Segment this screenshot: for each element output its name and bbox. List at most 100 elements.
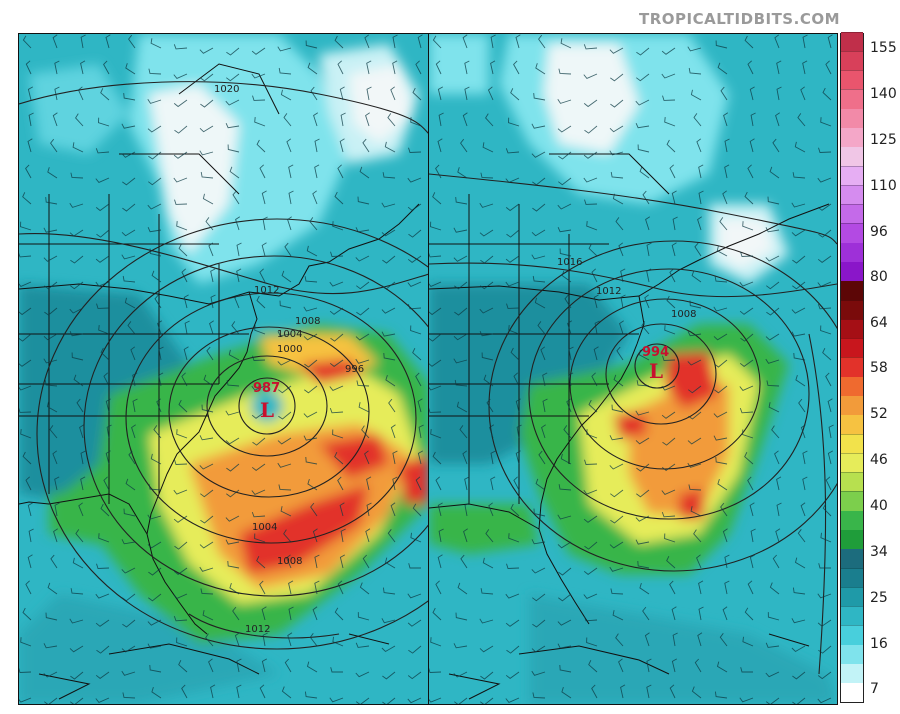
wind-barb	[775, 528, 781, 543]
wind-barb	[561, 686, 572, 699]
isobar-label: 1008	[277, 556, 302, 567]
wind-barb	[199, 47, 214, 54]
wind-barb	[98, 325, 110, 335]
wind-barb	[43, 671, 58, 678]
wind-barb	[79, 424, 85, 439]
wind-barb	[719, 217, 728, 231]
wind-barb	[586, 221, 598, 231]
wind-barb	[417, 398, 423, 413]
wind-barb	[69, 618, 84, 624]
wind-barb	[148, 567, 162, 576]
wind-barb	[278, 484, 292, 491]
wind-barb	[644, 632, 650, 647]
wind-barb	[121, 151, 136, 158]
wind-barb	[407, 177, 422, 183]
wind-barb	[417, 450, 424, 465]
wind-barb	[688, 67, 702, 75]
wind-barb	[381, 229, 396, 237]
wind-barb	[251, 47, 266, 55]
wind-barb	[792, 281, 806, 290]
wind-barb	[662, 355, 676, 361]
wind-barb	[361, 425, 370, 439]
wind-barb	[209, 320, 214, 335]
wind-barb	[364, 450, 370, 465]
wind-barb	[636, 380, 650, 387]
wind-barb	[147, 514, 162, 520]
wind-barb	[288, 606, 294, 621]
wind-barb	[772, 138, 780, 153]
wind-barb	[557, 99, 572, 104]
wind-barb	[698, 190, 704, 205]
wind-barb	[635, 437, 650, 445]
wind-barb	[303, 411, 318, 418]
wind-barb	[306, 661, 318, 673]
wind-barb	[583, 489, 598, 495]
wind-barb	[392, 476, 398, 491]
wind-barb	[278, 411, 292, 420]
wind-barb	[827, 398, 833, 413]
wind-barb	[535, 478, 546, 491]
wind-barb	[661, 73, 676, 79]
wind-barb	[362, 554, 370, 569]
wind-barb	[636, 463, 650, 472]
wind-barb	[750, 528, 756, 543]
wind-barb	[305, 40, 318, 49]
wind-barb	[639, 166, 650, 179]
wind-barb	[740, 251, 754, 257]
wind-barb	[176, 221, 188, 231]
wind-barb	[776, 502, 782, 517]
wind-barb	[515, 450, 521, 465]
colorbar-band	[841, 108, 863, 128]
wind-barb	[202, 193, 214, 205]
wind-barb	[671, 606, 677, 621]
wind-barb	[720, 86, 728, 101]
wind-barb	[558, 151, 572, 160]
wind-barb	[749, 502, 755, 517]
wind-barb	[128, 34, 136, 49]
wind-barb	[105, 34, 111, 49]
wind-barb	[558, 68, 572, 75]
wind-barb	[800, 424, 806, 439]
wind-barb	[749, 138, 755, 153]
wind-barb	[147, 643, 162, 649]
colorbar-tick-label: 40	[870, 498, 888, 514]
wind-barb	[312, 528, 318, 543]
wind-barb	[173, 615, 188, 622]
wind-barb	[464, 86, 470, 101]
wind-barb	[407, 619, 422, 627]
wind-barb	[381, 331, 396, 337]
wind-barb	[479, 645, 494, 653]
wind-barb	[280, 506, 292, 517]
colorbar-band	[841, 184, 863, 205]
wind-barb	[453, 333, 468, 341]
wind-barb	[429, 697, 442, 703]
wind-barb	[664, 325, 676, 335]
wind-barb	[437, 554, 443, 569]
wind-barb	[642, 190, 650, 205]
wind-barb	[390, 86, 396, 101]
wind-barb	[128, 450, 136, 465]
wind-barb	[429, 407, 442, 413]
wind-barb	[357, 196, 370, 205]
wind-barb	[121, 670, 136, 676]
colorbar-band	[841, 605, 863, 626]
wind-barb	[687, 331, 702, 337]
wind-barb	[637, 560, 650, 569]
wind-barb	[817, 203, 832, 211]
wind-barb	[229, 582, 240, 595]
wind-barb	[309, 217, 318, 231]
wind-barb	[583, 151, 598, 159]
colorbar-band	[841, 127, 863, 147]
wind-barb	[584, 199, 598, 205]
wind-barb	[765, 333, 780, 341]
wind-barb	[486, 398, 494, 413]
wind-barb	[583, 515, 598, 523]
wind-barb	[313, 112, 319, 127]
wind-barb	[769, 166, 780, 179]
wind-barb	[174, 459, 188, 465]
right-map-panel: 1016 1012 1008 994 L	[428, 33, 838, 705]
wind-barb	[791, 229, 806, 237]
wind-barb	[73, 374, 84, 387]
wind-barb	[392, 60, 398, 75]
wind-barb	[765, 642, 780, 648]
